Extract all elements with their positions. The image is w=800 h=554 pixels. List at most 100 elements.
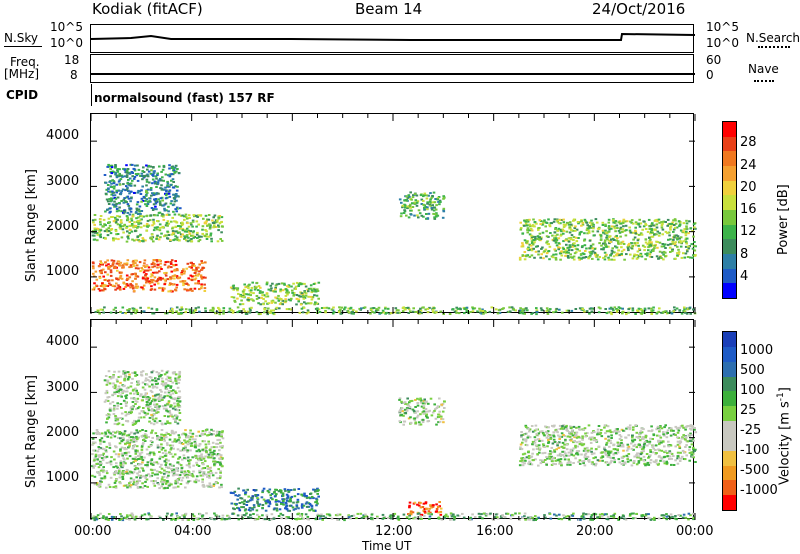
echo-cell bbox=[649, 238, 652, 241]
echo-cell bbox=[178, 456, 182, 459]
echo-cell bbox=[128, 228, 132, 231]
echo-cell bbox=[271, 498, 274, 501]
echo-cell bbox=[102, 268, 105, 271]
echo-cell bbox=[221, 430, 224, 433]
echo-cell bbox=[152, 175, 155, 178]
echo-cell bbox=[170, 270, 174, 273]
freq-trace bbox=[91, 73, 695, 75]
echo-cell bbox=[608, 445, 611, 448]
echo-cell bbox=[404, 206, 407, 209]
echo-cell bbox=[138, 405, 141, 408]
echo-cell bbox=[156, 482, 160, 484]
echo-cell bbox=[398, 398, 401, 401]
echo-cell bbox=[207, 214, 211, 216]
echo-cell bbox=[455, 311, 458, 314]
echo-cell bbox=[677, 241, 681, 244]
echo-cell bbox=[196, 231, 199, 234]
echo-cell bbox=[180, 469, 183, 472]
echo-cell bbox=[649, 225, 653, 228]
echo-cell bbox=[114, 472, 118, 475]
echo-cell bbox=[676, 440, 680, 443]
echo-cell bbox=[620, 222, 623, 225]
echo-cell bbox=[573, 252, 577, 255]
echo-cell bbox=[128, 443, 131, 446]
echo-cell bbox=[212, 460, 215, 463]
echo-cell bbox=[674, 241, 677, 244]
echo-cell bbox=[320, 307, 324, 309]
echo-cell bbox=[140, 451, 144, 454]
echo-cell bbox=[236, 498, 239, 501]
echo-cell bbox=[668, 222, 671, 225]
echo-cell bbox=[545, 235, 549, 238]
echo-cell bbox=[548, 310, 551, 313]
echo-cell bbox=[672, 230, 675, 233]
echo-cell bbox=[129, 163, 133, 166]
echo-cell bbox=[106, 234, 110, 237]
echo-cell bbox=[169, 184, 173, 186]
echo-cell bbox=[146, 175, 150, 178]
echo-cell bbox=[648, 255, 652, 258]
echo-cell bbox=[117, 436, 120, 439]
echo-cell bbox=[220, 431, 224, 434]
echo-cell bbox=[536, 238, 540, 240]
echo-cell bbox=[192, 464, 195, 467]
echo-cell bbox=[184, 282, 187, 285]
echo-cell bbox=[409, 408, 412, 411]
echo-cell bbox=[315, 498, 319, 501]
echo-cell bbox=[93, 231, 97, 234]
echo-cell bbox=[604, 244, 607, 247]
echo-cell bbox=[605, 450, 608, 453]
echo-cell bbox=[675, 234, 678, 237]
echo-cell bbox=[197, 273, 201, 276]
echo-cell bbox=[122, 434, 126, 437]
echo-cell bbox=[600, 248, 603, 251]
echo-cell bbox=[577, 425, 581, 428]
echo-cell bbox=[177, 213, 181, 216]
echo-cell bbox=[132, 226, 135, 229]
echo-cell bbox=[128, 482, 131, 485]
echo-cell bbox=[220, 435, 223, 438]
echo-cell bbox=[104, 392, 108, 395]
echo-cell bbox=[135, 458, 139, 461]
echo-cell bbox=[204, 222, 208, 225]
echo-cell bbox=[308, 503, 312, 505]
echo-cell bbox=[556, 220, 560, 223]
echo-cell bbox=[216, 434, 219, 437]
echo-cell bbox=[109, 271, 113, 274]
echo-cell bbox=[133, 239, 136, 242]
echo-cell bbox=[158, 223, 162, 226]
echo-cell bbox=[674, 222, 678, 225]
echo-cell bbox=[635, 436, 639, 438]
echo-cell bbox=[192, 236, 196, 239]
echo-cell bbox=[157, 192, 160, 195]
echo-cell bbox=[317, 495, 320, 498]
echo-cell bbox=[275, 493, 278, 496]
echo-cell bbox=[161, 288, 165, 291]
echo-cell bbox=[239, 497, 242, 500]
echo-cell bbox=[324, 309, 327, 312]
echo-cell bbox=[177, 225, 180, 227]
echo-cell bbox=[443, 400, 446, 403]
echo-cell bbox=[205, 473, 208, 476]
echo-cell bbox=[568, 221, 572, 224]
echo-cell bbox=[201, 478, 204, 481]
echo-cell bbox=[170, 465, 174, 467]
echo-cell bbox=[150, 474, 154, 477]
echo-cell bbox=[186, 262, 190, 265]
echo-cell bbox=[694, 245, 697, 248]
echo-cell bbox=[186, 443, 190, 446]
echo-cell bbox=[122, 389, 125, 392]
echo-cell bbox=[231, 285, 235, 288]
echo-cell bbox=[347, 307, 350, 310]
echo-cell bbox=[173, 438, 177, 441]
echo-cell bbox=[176, 408, 179, 411]
echo-cell bbox=[651, 309, 655, 312]
echo-cell bbox=[159, 266, 162, 269]
echo-cell bbox=[216, 240, 220, 243]
echo-cell bbox=[296, 493, 300, 496]
echo-cell bbox=[121, 478, 125, 480]
echo-cell bbox=[192, 230, 195, 233]
echo-cell bbox=[158, 487, 161, 490]
echo-cell bbox=[285, 497, 289, 500]
echo-cell bbox=[166, 266, 170, 269]
